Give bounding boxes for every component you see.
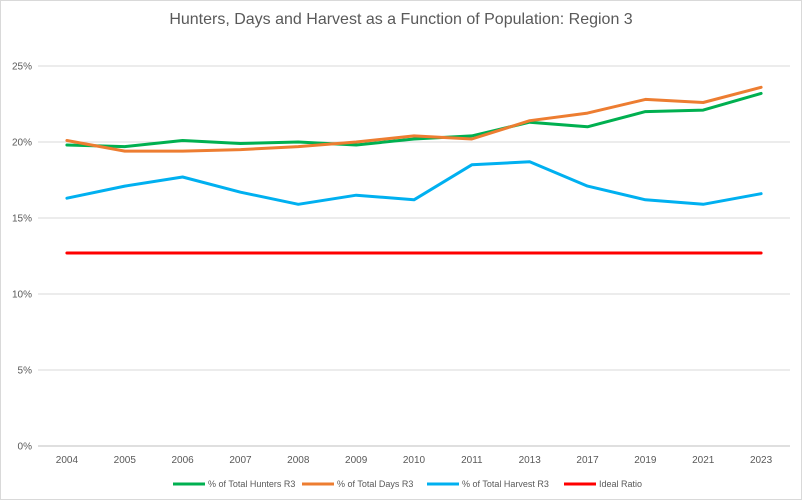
x-tick-label: 2008 xyxy=(287,455,310,466)
x-tick-label: 2013 xyxy=(519,455,542,466)
y-tick-label: 25% xyxy=(12,62,32,73)
x-tick-label: 2010 xyxy=(403,455,426,466)
legend-label: Ideal Ratio xyxy=(599,479,642,489)
x-tick-label: 2005 xyxy=(114,455,137,466)
x-tick-label: 2006 xyxy=(171,455,194,466)
chart-title: Hunters, Days and Harvest as a Function … xyxy=(169,11,633,28)
x-tick-label: 2019 xyxy=(634,455,657,466)
y-tick-label: 0% xyxy=(18,442,33,453)
x-tick-label: 2021 xyxy=(692,455,715,466)
x-tick-label: 2023 xyxy=(750,455,773,466)
legend-label: % of Total Harvest R3 xyxy=(462,479,549,489)
y-tick-label: 5% xyxy=(18,366,33,377)
legend-label: % of Total Days R3 xyxy=(337,479,413,489)
y-tick-label: 15% xyxy=(12,214,32,225)
series-line-3 xyxy=(65,160,763,206)
series-line-1 xyxy=(65,91,763,149)
legend-label: % of Total Hunters R3 xyxy=(208,479,295,489)
y-tick-label: 20% xyxy=(12,138,32,149)
y-tick-label: 10% xyxy=(12,290,32,301)
x-tick-label: 2009 xyxy=(345,455,368,466)
series-line-2 xyxy=(65,85,763,153)
x-tick-label: 2004 xyxy=(56,455,79,466)
x-tick-label: 2007 xyxy=(229,455,252,466)
x-tick-label: 2011 xyxy=(461,455,483,466)
x-tick-label: 2017 xyxy=(576,455,599,466)
